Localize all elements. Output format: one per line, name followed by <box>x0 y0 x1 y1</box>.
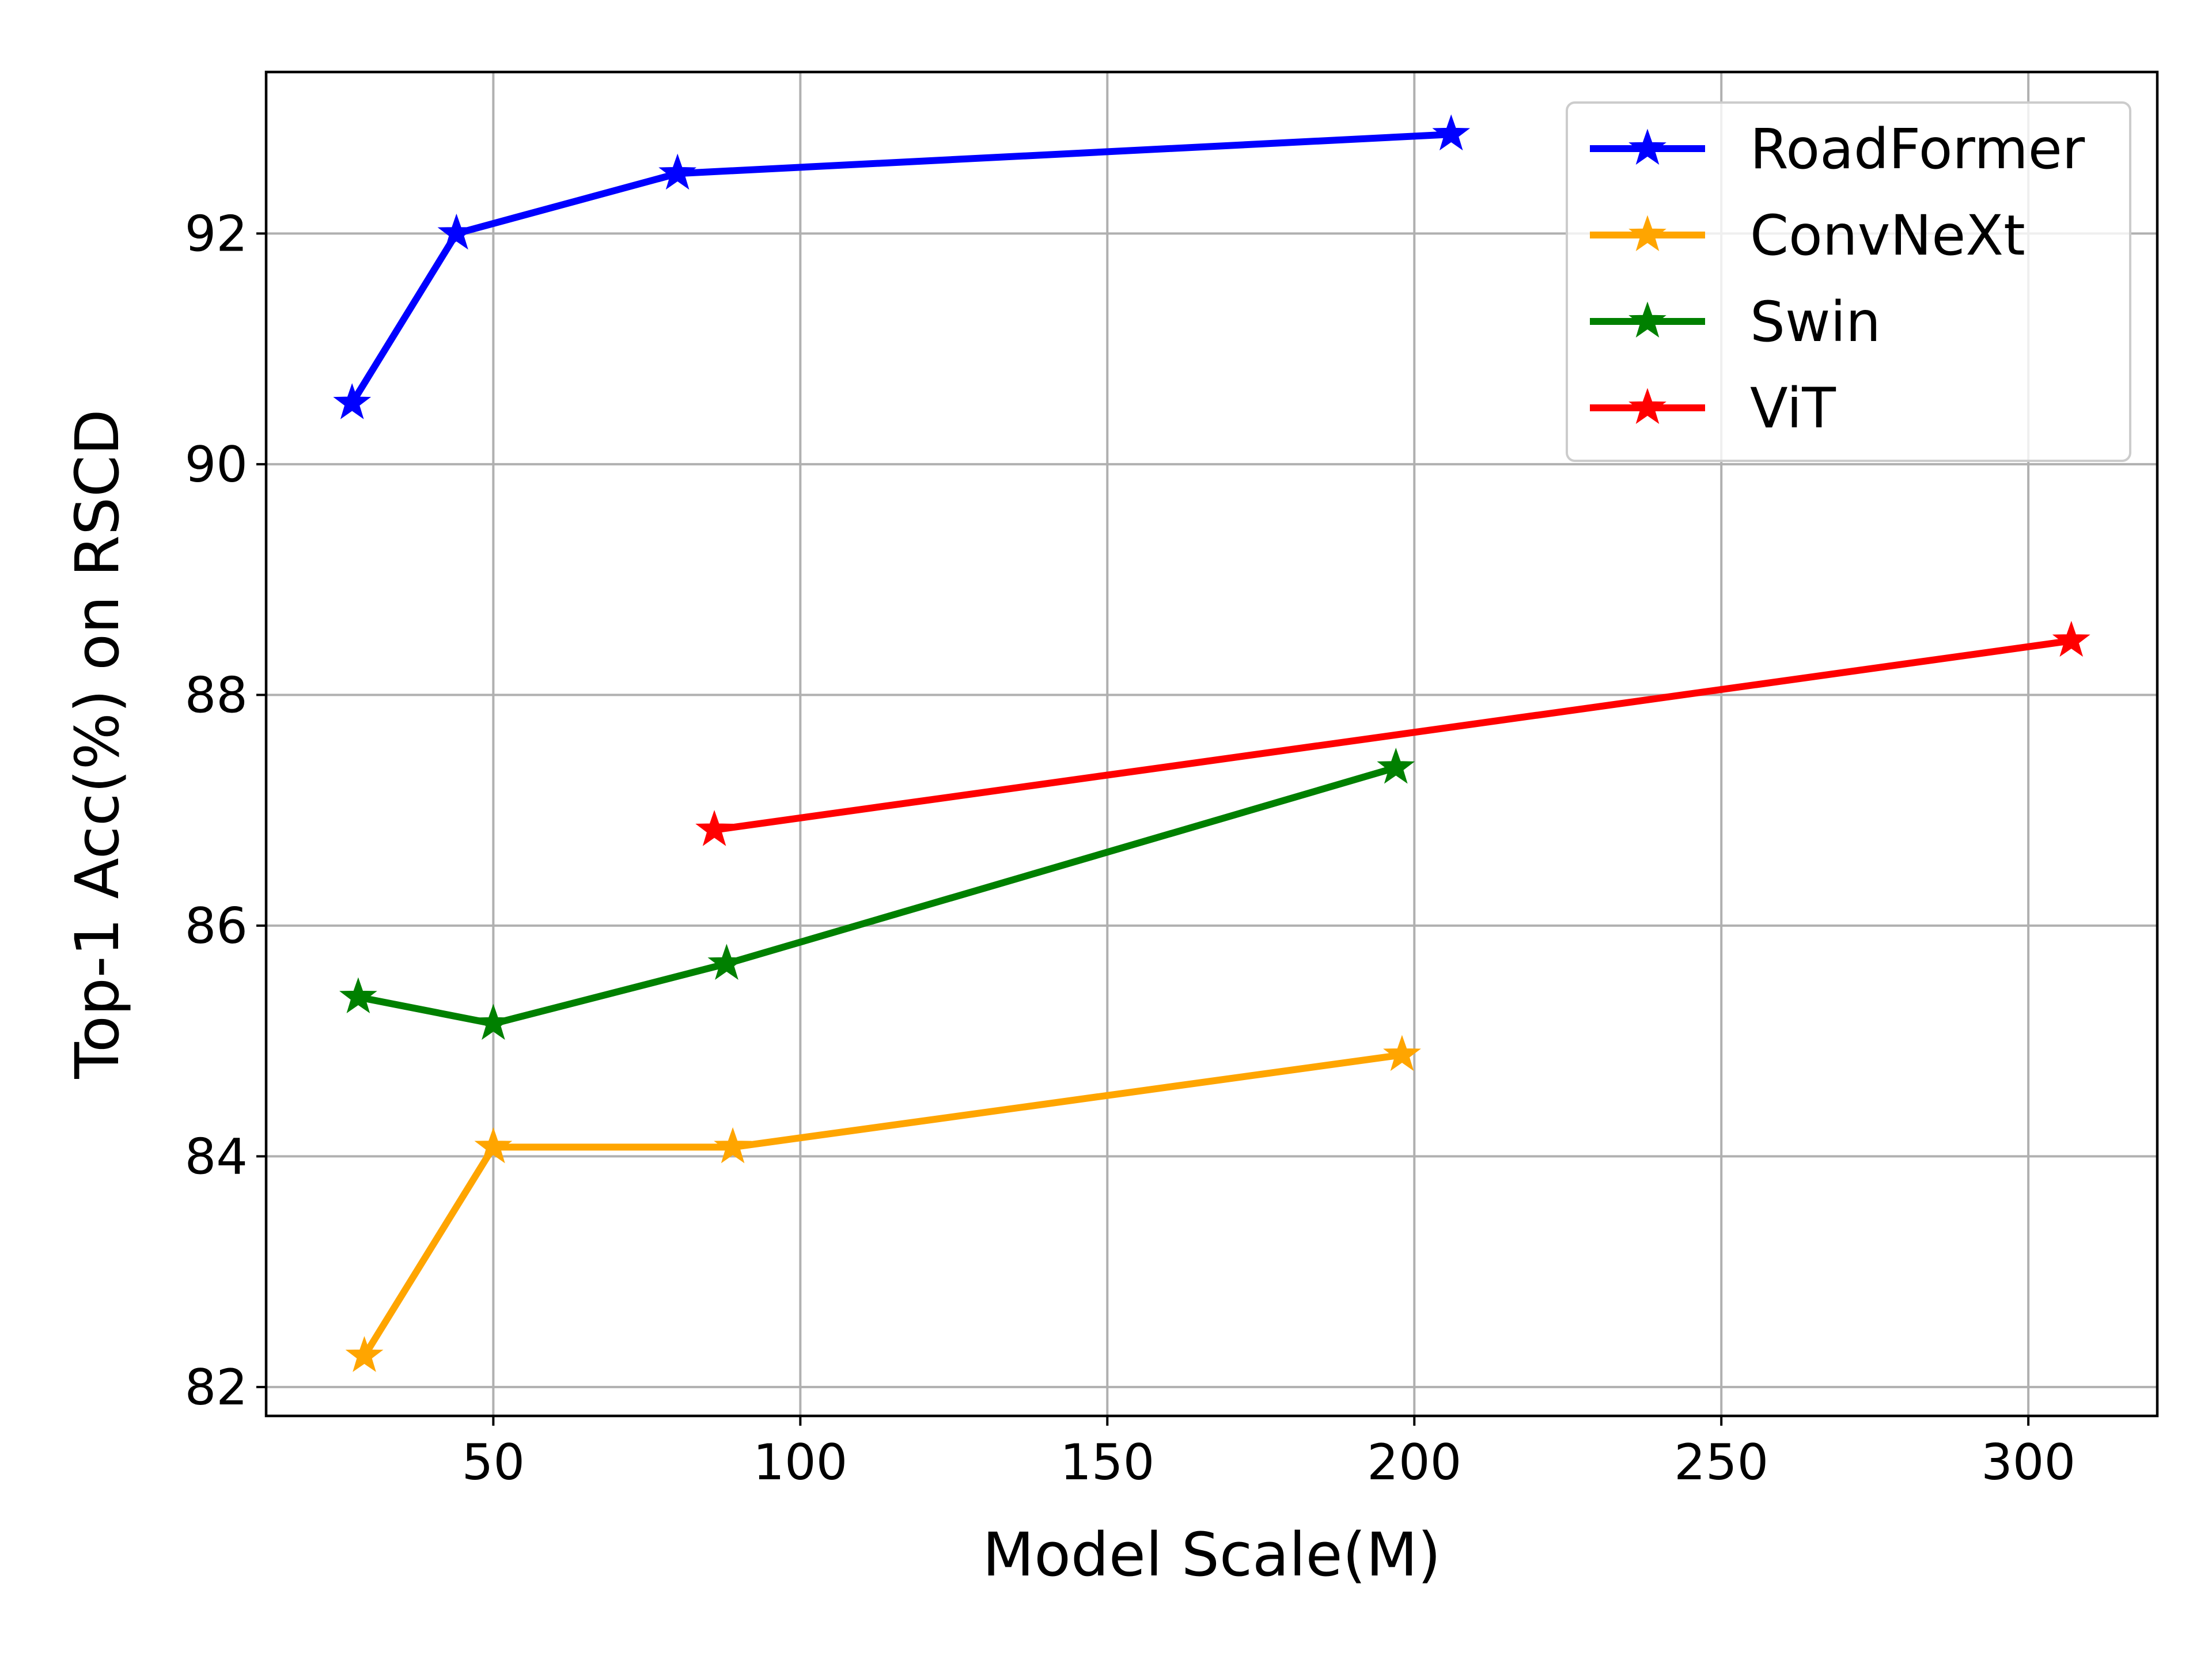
axis-ticks: 50 100 150 200 250 300 82 84 86 88 90 92 <box>185 205 2076 1491</box>
y-tick-label: 82 <box>185 1359 248 1416</box>
series-lines <box>333 114 2090 1372</box>
series-convnext <box>345 1035 1421 1372</box>
x-axis-title: Model Scale(M) <box>983 1520 1441 1590</box>
legend-label: ViT <box>1750 376 1836 441</box>
series-line-vit <box>710 637 2075 834</box>
y-tick-label: 84 <box>185 1128 248 1185</box>
data-point-star <box>333 383 372 419</box>
x-tick-label: 50 <box>462 1434 525 1491</box>
data-point-star <box>1383 1035 1421 1071</box>
data-point-star <box>658 153 697 190</box>
x-tick-label: 100 <box>753 1434 847 1491</box>
y-tick-label: 90 <box>185 436 248 494</box>
y-tick-label: 86 <box>185 897 248 955</box>
series-swin <box>339 748 1415 1040</box>
data-point-star <box>1432 114 1471 151</box>
plot-frame <box>264 70 2159 1418</box>
data-point-star <box>707 944 746 980</box>
legend-box <box>1566 101 2131 462</box>
legend-swatch-star <box>1628 215 1666 252</box>
legend-swatch-star <box>1628 128 1666 165</box>
x-tick-label: 300 <box>1981 1434 2075 1491</box>
legend-item-vit: ViT <box>1590 376 1836 441</box>
legend-swatch-star <box>1628 388 1666 425</box>
series-line-roadformer <box>347 130 1455 408</box>
data-point-star <box>437 213 476 250</box>
y-axis-title: Top-1 Acc(%) on RSCD <box>62 409 132 1080</box>
y-tick-label: 92 <box>185 205 248 263</box>
data-point-star <box>714 1127 752 1164</box>
data-point-star <box>345 1336 384 1372</box>
series-line-swin <box>354 763 1400 1028</box>
data-point-star <box>695 810 733 846</box>
data-point-star <box>2052 620 2090 657</box>
legend-item-swin: Swin <box>1590 290 1881 354</box>
legend-label: RoadFormer <box>1750 117 2085 181</box>
legend-label: ConvNeXt <box>1750 203 2025 268</box>
data-point-star <box>339 977 377 1013</box>
data-point-star <box>474 1127 513 1164</box>
y-tick-label: 88 <box>185 666 248 724</box>
gridlines <box>266 72 2157 1416</box>
x-tick-label: 250 <box>1674 1434 1768 1491</box>
series-vit <box>695 620 2090 846</box>
x-tick-label: 200 <box>1367 1434 1461 1491</box>
legend-swatch-star <box>1628 301 1666 338</box>
series-line-convnext <box>359 1051 1406 1361</box>
legend-label: Swin <box>1750 290 1881 354</box>
legend: RoadFormer ConvNeXt Swin ViT <box>1566 101 2131 462</box>
data-point-star <box>474 1003 513 1040</box>
data-point-star <box>1377 748 1415 784</box>
legend-item-roadformer: RoadFormer <box>1590 117 2085 181</box>
series-roadformer <box>333 114 1471 419</box>
x-tick-label: 150 <box>1060 1434 1154 1491</box>
legend-item-convnext: ConvNeXt <box>1590 203 2025 268</box>
